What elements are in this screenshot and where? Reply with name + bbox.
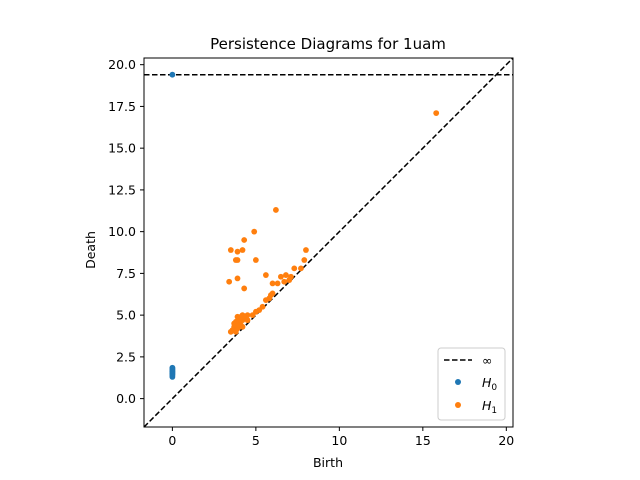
y-tick-label: 17.5 [108,99,136,114]
point-h1 [241,285,248,292]
x-tick-label: 0 [168,433,176,448]
point-h1 [278,273,284,280]
legend-infinity-label: ∞ [482,353,492,368]
point-h1 [266,295,273,302]
point-h1 [226,278,233,285]
points-layer [169,71,440,380]
point-h1 [232,328,239,335]
point-h1 [273,207,279,213]
y-tick-label: 10.0 [108,224,136,239]
point-h1 [227,247,234,253]
point-h1 [269,280,276,287]
plot-area [143,57,514,428]
point-h1 [227,328,234,335]
y-tick-label: 5.0 [116,308,136,323]
x-tick-label: 5 [252,433,260,448]
point-h1 [286,277,293,283]
point-h1 [281,278,288,285]
point-h1 [433,110,440,116]
legend-h0-label: H0 [482,375,497,393]
point-h1 [234,248,241,255]
x-axis-ticks: 0 5 10 15 20 [168,427,514,448]
legend-h1-marker [455,402,461,408]
y-tick-label: 20.0 [108,57,136,72]
x-axis-label: Birth [313,455,343,470]
point-h0 [169,364,176,371]
diagonal-line [143,57,514,428]
point-h1 [256,307,263,314]
point-h1 [251,228,258,235]
y-axis-label: Death [83,231,98,269]
x-tick-label: 20 [498,433,514,448]
legend-h0-marker [455,379,461,385]
y-tick-label: 2.5 [116,349,136,364]
point-h1 [262,272,269,278]
point-h1 [237,313,244,320]
axes-frame [143,57,514,428]
point-h1 [231,320,238,327]
point-h1 [234,257,241,263]
point-h1 [291,265,298,272]
x-tick-label: 15 [415,433,431,448]
point-h1 [244,317,251,324]
point-h1 [234,275,241,282]
point-h1 [252,257,259,263]
point-h1 [239,323,246,330]
point-h1 [298,265,304,272]
y-axis-ticks: 0.0 2.5 5.0 7.5 10.0 12.5 15.0 17.5 20.0 [108,57,144,406]
legend-h1-label: H1 [482,398,497,416]
point-h1 [239,247,246,253]
y-tick-label: 0.0 [116,391,136,406]
point-h0 [169,71,176,78]
point-h1 [241,237,248,243]
legend-box [437,347,506,421]
point-h1 [303,247,309,253]
point-h1 [301,257,308,263]
chart-title: Persistence Diagrams for 1uam [210,35,446,53]
y-tick-label: 12.5 [108,182,136,197]
y-tick-label: 7.5 [116,266,136,281]
point-h1 [269,290,276,297]
legend: ∞ H0 H1 [437,347,506,421]
point-h1 [274,280,281,287]
point-h1 [283,272,289,278]
y-tick-label: 15.0 [108,141,136,156]
x-tick-label: 10 [331,433,347,448]
point-h1 [249,312,256,319]
